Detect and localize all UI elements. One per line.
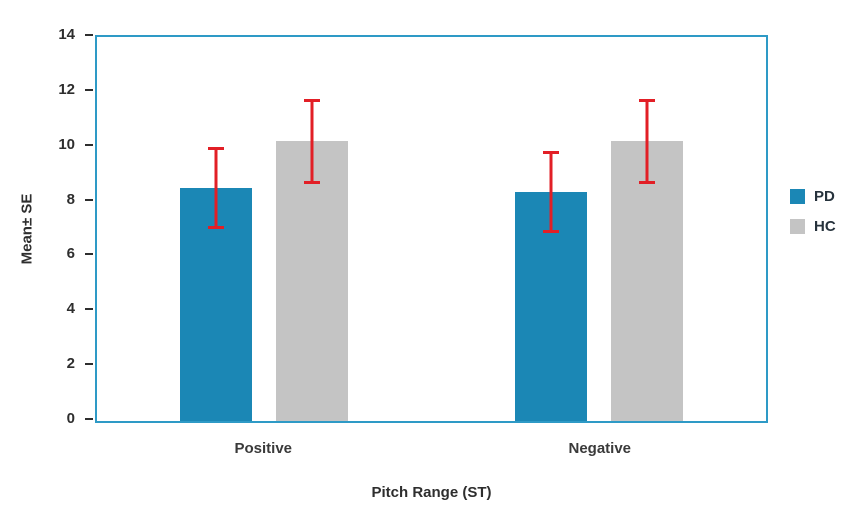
error-bar-line (310, 101, 314, 181)
bar-hc-positive (276, 141, 349, 421)
error-bar-line (549, 153, 553, 231)
legend-label-hc: HC (814, 218, 836, 235)
y-tick-label-10: 10 (58, 135, 75, 153)
error-bar-line (214, 149, 218, 226)
legend-swatch-hc (790, 219, 805, 234)
error-bar-hc-positive (304, 98, 321, 184)
y-tick-label-14: 14 (58, 26, 75, 43)
y-tick-label-2: 2 (66, 355, 75, 373)
bar-hc-negative (610, 141, 683, 421)
y-tick-mark (85, 34, 93, 36)
error-bar-pd-negative (542, 150, 559, 234)
y-tick-mark (85, 308, 93, 311)
y-tick-mark (85, 363, 93, 366)
x-axis: Positive Negative (95, 440, 768, 462)
legend-label-pd: PD (814, 188, 835, 205)
x-tick-label-positive: Positive (234, 440, 293, 457)
y-tick-mark (85, 418, 93, 420)
x-axis-title: Pitch Range (ST) (371, 484, 492, 501)
y-tick-label-12: 12 (58, 80, 75, 98)
x-tick-label-negative: Negative (568, 440, 632, 457)
y-tick-mark (85, 253, 93, 256)
y-tick-mark (85, 143, 93, 146)
error-bar-hc-negative (638, 98, 655, 184)
legend-swatch-pd (790, 189, 805, 204)
y-tick-label-6: 6 (66, 245, 75, 263)
y-tick-mark (85, 88, 93, 91)
error-bar-pd-positive (208, 146, 225, 229)
y-axis: 0 2 4 6 8 10 12 14 (0, 26, 93, 427)
legend-item-pd: PD (790, 188, 836, 205)
legend-item-hc: HC (790, 218, 836, 235)
y-tick-mark (85, 198, 93, 201)
y-tick-label-8: 8 (66, 190, 75, 208)
y-tick-label-4: 4 (66, 300, 75, 318)
error-bar-line (645, 101, 649, 181)
plot-area (95, 35, 768, 423)
legend: PD HC (790, 188, 836, 235)
y-tick-label-0: 0 (66, 410, 75, 427)
